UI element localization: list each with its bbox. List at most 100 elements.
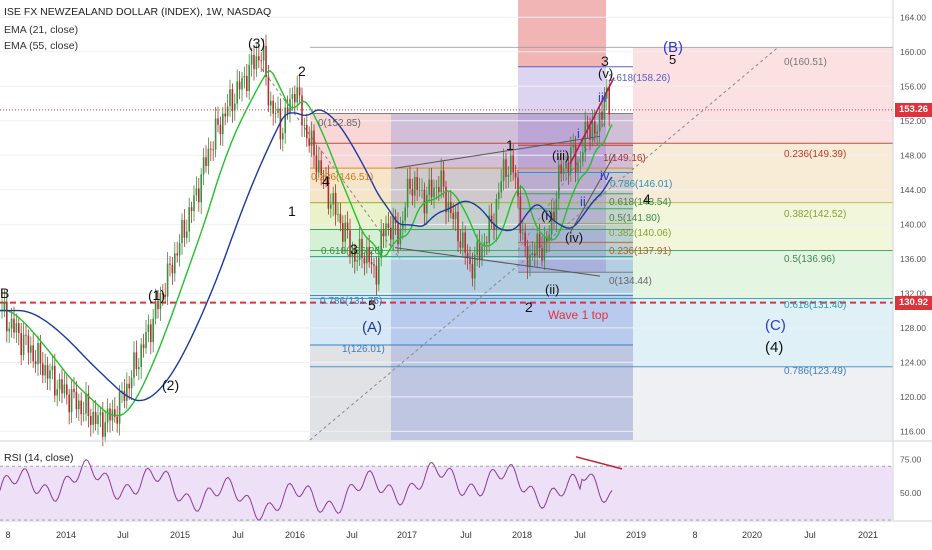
candle-body (514, 172, 517, 178)
candle-body (267, 76, 270, 106)
candle-body (586, 121, 589, 127)
candle-body (236, 81, 238, 104)
candle-body (428, 179, 430, 195)
candle-body (349, 230, 351, 257)
price-tick: 156.00 (900, 81, 926, 91)
candle-body (243, 75, 246, 78)
candle-body (488, 215, 490, 243)
candle-body (390, 227, 392, 240)
rsi-legend[interactable]: RSI (14, close) (4, 452, 74, 464)
time-tick: 2020 (742, 530, 762, 540)
candle-body (438, 187, 440, 193)
candle-body (464, 232, 466, 253)
candle-body (46, 365, 49, 379)
candle-body (469, 258, 471, 265)
candle-body (207, 148, 210, 166)
candle-body (548, 234, 550, 242)
candle-body (550, 211, 553, 235)
candle-body (426, 194, 428, 214)
candle-body (541, 248, 543, 261)
candle-body (51, 365, 54, 371)
candle-body (308, 138, 310, 146)
candle-body (27, 335, 30, 353)
candle-body (512, 155, 514, 173)
candle-body (510, 155, 512, 175)
candle-body (363, 257, 366, 264)
price-tick: 160.00 (900, 47, 926, 57)
candle-body (195, 188, 198, 196)
candle-body (147, 324, 150, 333)
candle-body (226, 106, 229, 117)
rsi-band (0, 466, 893, 520)
candle-body (601, 111, 603, 120)
candle-body (282, 133, 284, 140)
chart-title: ISE FX NEWZEALAND DOLLAR (INDEX), 1W, NA… (4, 6, 272, 18)
candle-body (474, 254, 476, 279)
candle-body (37, 342, 39, 365)
candle-body (320, 160, 322, 176)
time-tick: 2015 (170, 530, 190, 540)
fib-left-zone (310, 168, 633, 203)
candle-body (435, 187, 438, 188)
ema21-legend[interactable]: EMA (21, close) (4, 24, 79, 36)
price-tick: 132.00 (900, 288, 926, 298)
candle-body (186, 231, 188, 238)
candle-body (339, 214, 342, 224)
fib-level-label: 0.236(149.39) (784, 149, 846, 160)
wave-label: (C) (765, 317, 786, 334)
price-tick: 164.00 (900, 12, 926, 22)
candle-body (306, 125, 308, 139)
candle-body (603, 98, 606, 120)
trendline-wedge (569, 77, 615, 165)
candle-body (490, 215, 493, 224)
rsi-divergence (575, 456, 623, 470)
candle-body (205, 157, 207, 166)
candle-body (457, 211, 459, 242)
candle-body (529, 254, 531, 268)
candle-body (80, 400, 82, 415)
candle-body (495, 199, 498, 230)
candle-body (133, 352, 135, 378)
fib-left-zone (310, 345, 633, 440)
candle-body (159, 293, 162, 310)
candle-body (481, 246, 483, 260)
candle-body (356, 260, 358, 262)
wave-label: (4) (765, 339, 783, 356)
fib-level-label: 0.786(146.01) (610, 179, 672, 190)
candle-body (284, 107, 286, 134)
time-tick: Jul (117, 530, 129, 540)
last-price-badge: 153.26 (895, 102, 932, 117)
price-tick: 124.00 (900, 357, 926, 367)
fib-level-label: 1(126.01) (342, 344, 385, 355)
time-tick: 2017 (397, 530, 417, 540)
candle-body (574, 145, 577, 172)
candle-body (202, 157, 205, 175)
candle-body (39, 342, 42, 364)
candle-body (20, 333, 22, 356)
fib-level-label: 0.236(137.91) (609, 246, 671, 257)
candle-body (42, 363, 44, 376)
candle-body (270, 100, 272, 106)
candle-body (234, 103, 236, 111)
candle-body (176, 253, 178, 256)
wave-label: (v) (598, 66, 613, 81)
candle-body (106, 408, 109, 423)
ema21-line (0, 69, 613, 417)
ema55-legend[interactable]: EMA (55, close) (4, 40, 79, 52)
candle-body (135, 352, 138, 370)
candle-body (130, 377, 133, 389)
candle-body (493, 223, 495, 230)
wave-label: 4 (643, 191, 651, 207)
wave-label: 5 (669, 52, 676, 67)
candle-body (212, 149, 214, 151)
candle-body (558, 164, 560, 199)
fib-right-zone (633, 298, 893, 367)
candle-body (418, 189, 421, 191)
time-tick: Jul (232, 530, 244, 540)
candle-body (370, 262, 373, 265)
candle-body (507, 174, 510, 177)
time-tick: 2021 (858, 530, 878, 540)
candle-body (598, 111, 601, 132)
fib-level-label: 0.382(142.52) (784, 209, 846, 220)
